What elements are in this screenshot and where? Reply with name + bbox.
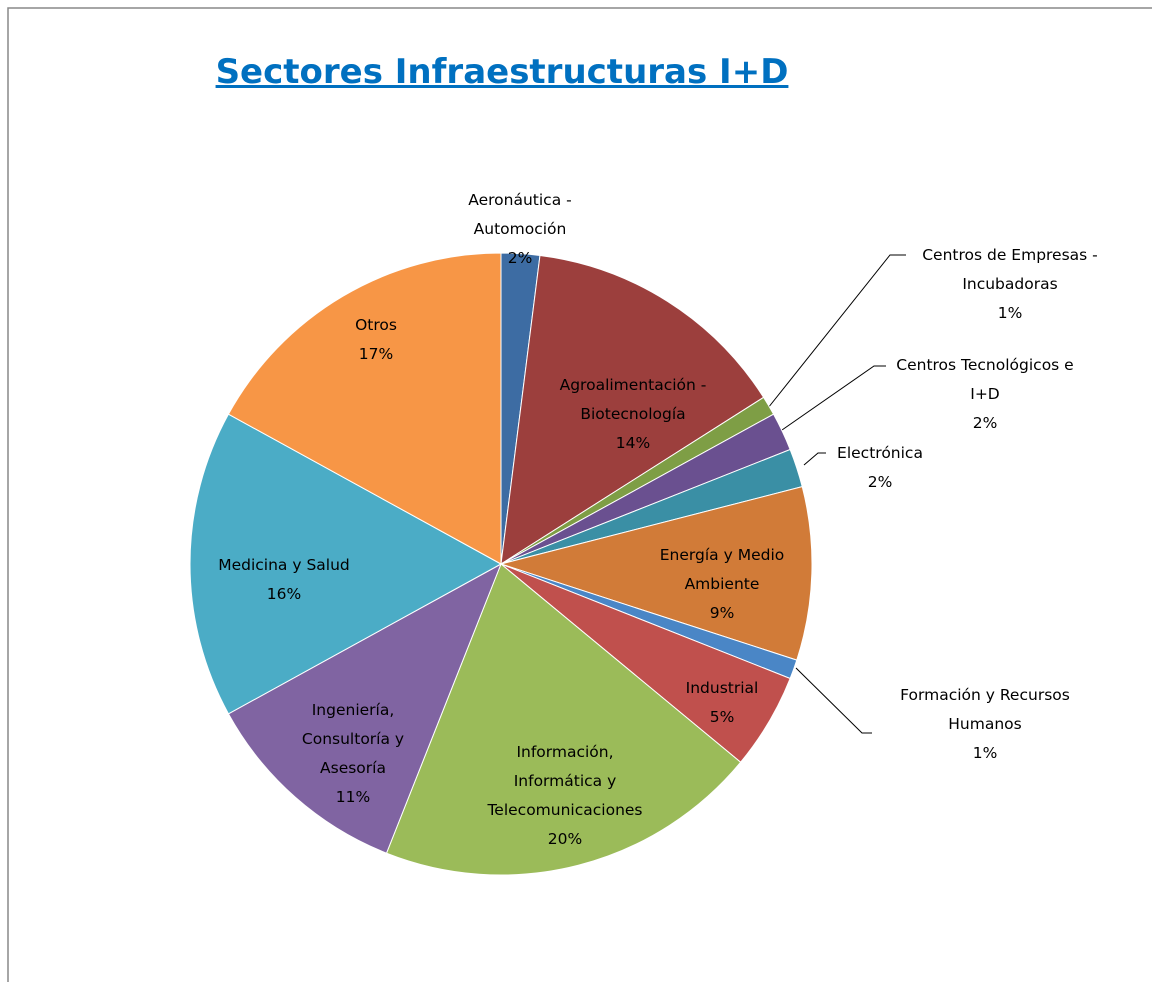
frame xyxy=(7,7,1152,982)
value-label: 1% xyxy=(997,304,1023,322)
slice-label: Información, Informática y Telecomunicac… xyxy=(478,738,653,854)
pie-slice xyxy=(500,254,765,565)
value-label: 5% xyxy=(709,708,735,726)
pie-slice xyxy=(227,562,502,854)
chart-title: Sectores Infraestructuras I+D xyxy=(215,52,789,92)
value-label: 11% xyxy=(335,788,371,806)
pie-slice xyxy=(227,252,502,565)
value-label: 2% xyxy=(507,249,533,267)
category-label: Aeronáutica - Automoción xyxy=(468,191,572,238)
leader-line xyxy=(795,667,872,734)
slice-label: Formación y Recursos Humanos 1% xyxy=(890,681,1080,768)
category-label: Información, Informática y Telecomunicac… xyxy=(487,743,643,819)
value-label: 14% xyxy=(615,434,651,452)
value-label: 1% xyxy=(972,744,998,762)
category-label: Energía y Medio Ambiente xyxy=(659,546,785,593)
value-label: 20% xyxy=(547,830,583,848)
leader-line xyxy=(803,452,826,466)
category-label: Industrial xyxy=(685,679,759,697)
pie-slice xyxy=(189,413,503,715)
pie-slice xyxy=(385,563,742,876)
value-label: 2% xyxy=(972,414,998,432)
slice-label: Medicina y Salud 16% xyxy=(202,551,367,609)
value-label: 16% xyxy=(266,585,302,603)
leader-line xyxy=(781,365,886,431)
slice-label: Ingeniería, Consultoría y Asesoría 11% xyxy=(286,696,421,812)
category-label: Medicina y Salud xyxy=(218,556,350,574)
slice-label: Aeronáutica - Automoción 2% xyxy=(440,186,600,273)
category-label: Centros de Empresas - Incubadoras xyxy=(922,246,1098,293)
pie-slice xyxy=(499,486,813,661)
value-label: 9% xyxy=(709,604,735,622)
value-label: 2% xyxy=(867,473,893,491)
category-label: Otros xyxy=(355,316,397,334)
slice-label: Energía y Medio Ambiente 9% xyxy=(650,541,795,628)
category-label: Centros Tecnológicos e I+D xyxy=(896,356,1074,403)
value-label: 17% xyxy=(358,345,394,363)
slice-label: Agroalimentación - Biotecnología 14% xyxy=(546,371,721,458)
slice-label: Otros 17% xyxy=(326,311,426,369)
category-label: Ingeniería, Consultoría y Asesoría xyxy=(301,701,405,777)
slice-label: Electrónica 2% xyxy=(820,439,940,497)
category-label: Electrónica xyxy=(837,444,923,462)
category-label: Agroalimentación - Biotecnología xyxy=(559,376,707,423)
category-label: Formación y Recursos Humanos xyxy=(900,686,1070,733)
leader-line xyxy=(767,254,906,409)
slice-label: Centros de Empresas - Incubadoras 1% xyxy=(915,241,1105,328)
slice-label: Centros Tecnológicos e I+D 2% xyxy=(893,351,1078,438)
slice-label: Industrial 5% xyxy=(662,674,782,732)
